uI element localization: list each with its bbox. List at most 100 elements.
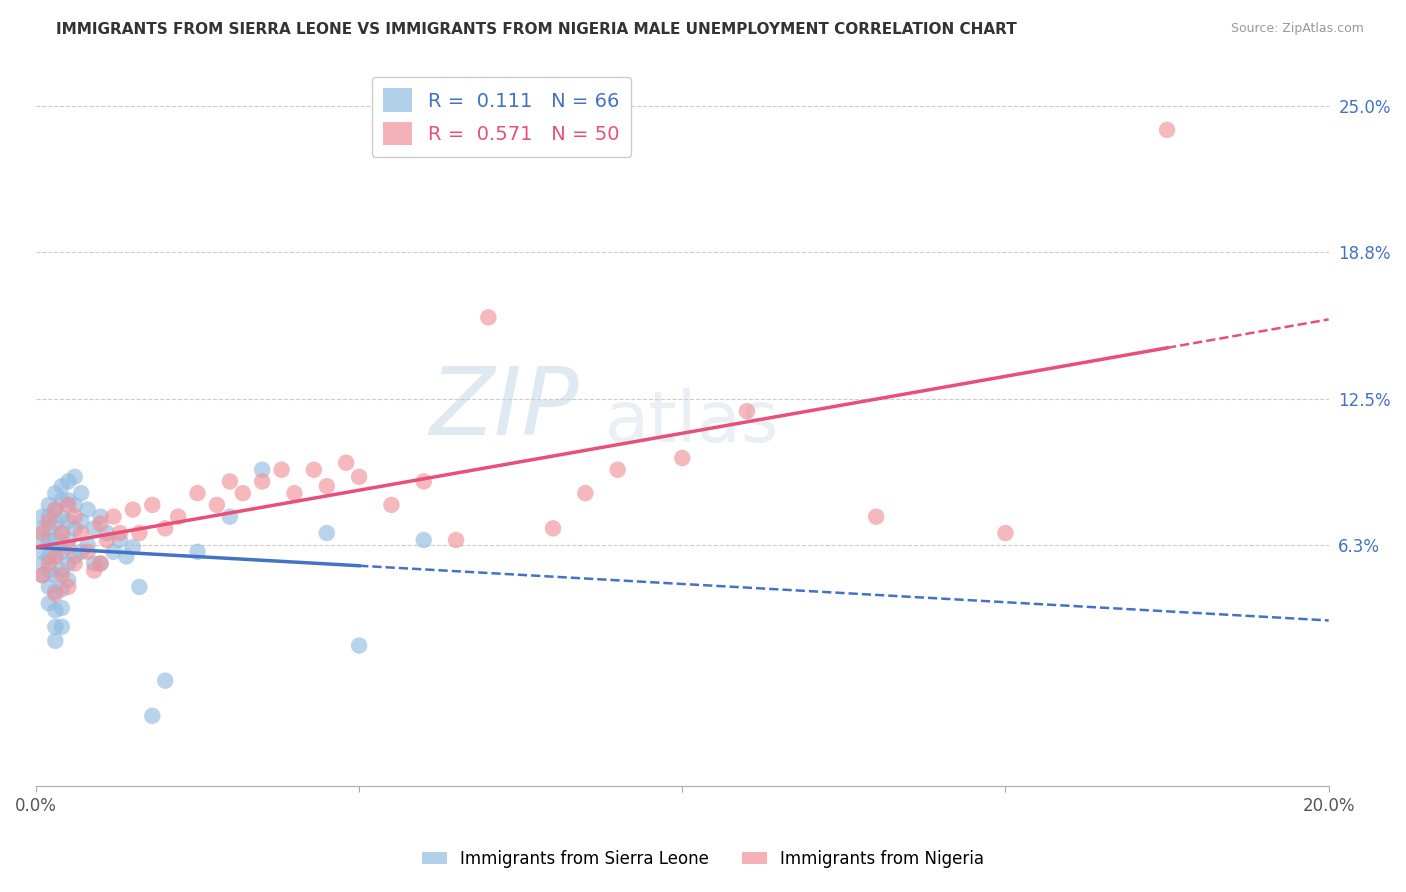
- Point: [122, 502, 145, 516]
- Point: [412, 475, 434, 489]
- Point: [44, 568, 66, 582]
- Point: [51, 601, 73, 615]
- Point: [315, 526, 337, 541]
- Point: [96, 533, 118, 547]
- Point: [155, 521, 177, 535]
- Point: [412, 533, 434, 547]
- Point: [186, 545, 208, 559]
- Point: [283, 486, 305, 500]
- Point: [76, 502, 98, 516]
- Point: [218, 475, 240, 489]
- Point: [250, 463, 273, 477]
- Text: ZIP: ZIP: [429, 363, 579, 454]
- Point: [63, 509, 86, 524]
- Point: [58, 514, 80, 528]
- Point: [671, 450, 693, 465]
- Point: [51, 479, 73, 493]
- Point: [70, 526, 93, 541]
- Point: [31, 526, 53, 541]
- Point: [44, 603, 66, 617]
- Point: [51, 526, 73, 541]
- Point: [31, 557, 53, 571]
- Point: [335, 456, 357, 470]
- Point: [44, 516, 66, 531]
- Point: [51, 545, 73, 559]
- Point: [128, 580, 150, 594]
- Point: [38, 514, 60, 528]
- Point: [90, 557, 112, 571]
- Point: [90, 516, 112, 531]
- Legend: Immigrants from Sierra Leone, Immigrants from Nigeria: Immigrants from Sierra Leone, Immigrants…: [415, 844, 991, 875]
- Point: [83, 564, 105, 578]
- Point: [270, 463, 292, 477]
- Point: [76, 545, 98, 559]
- Point: [58, 557, 80, 571]
- Point: [347, 470, 370, 484]
- Point: [38, 549, 60, 564]
- Point: [58, 493, 80, 508]
- Point: [51, 582, 73, 597]
- Point: [44, 549, 66, 564]
- Point: [44, 502, 66, 516]
- Point: [58, 498, 80, 512]
- Point: [44, 620, 66, 634]
- Legend: R =  0.111   N = 66, R =  0.571   N = 50: R = 0.111 N = 66, R = 0.571 N = 50: [371, 77, 631, 157]
- Point: [51, 526, 73, 541]
- Point: [38, 498, 60, 512]
- Point: [44, 486, 66, 500]
- Point: [218, 509, 240, 524]
- Point: [58, 533, 80, 547]
- Point: [96, 526, 118, 541]
- Point: [186, 486, 208, 500]
- Point: [44, 502, 66, 516]
- Point: [63, 470, 86, 484]
- Point: [44, 549, 66, 564]
- Point: [103, 509, 125, 524]
- Point: [51, 568, 73, 582]
- Point: [51, 493, 73, 508]
- Point: [31, 568, 53, 582]
- Point: [38, 580, 60, 594]
- Point: [141, 498, 163, 512]
- Point: [1156, 123, 1178, 137]
- Point: [83, 557, 105, 571]
- Text: IMMIGRANTS FROM SIERRA LEONE VS IMMIGRANTS FROM NIGERIA MALE UNEMPLOYMENT CORREL: IMMIGRANTS FROM SIERRA LEONE VS IMMIGRAN…: [56, 22, 1017, 37]
- Point: [155, 673, 177, 688]
- Point: [380, 498, 402, 512]
- Point: [51, 620, 73, 634]
- Point: [108, 533, 131, 547]
- Point: [58, 573, 80, 587]
- Point: [38, 596, 60, 610]
- Point: [38, 557, 60, 571]
- Point: [250, 475, 273, 489]
- Point: [44, 587, 66, 601]
- Point: [44, 633, 66, 648]
- Point: [141, 709, 163, 723]
- Text: Source: ZipAtlas.com: Source: ZipAtlas.com: [1230, 22, 1364, 36]
- Point: [44, 533, 66, 547]
- Point: [58, 580, 80, 594]
- Point: [541, 521, 564, 535]
- Point: [167, 509, 190, 524]
- Point: [444, 533, 467, 547]
- Point: [38, 533, 60, 547]
- Point: [315, 479, 337, 493]
- Point: [58, 475, 80, 489]
- Point: [108, 526, 131, 541]
- Point: [735, 404, 758, 418]
- Point: [128, 526, 150, 541]
- Point: [347, 639, 370, 653]
- Point: [302, 463, 325, 477]
- Point: [31, 521, 53, 535]
- Point: [44, 584, 66, 599]
- Point: [477, 310, 499, 325]
- Point: [122, 540, 145, 554]
- Point: [103, 545, 125, 559]
- Point: [51, 564, 73, 578]
- Point: [574, 486, 596, 500]
- Point: [205, 498, 228, 512]
- Point: [38, 564, 60, 578]
- Point: [31, 509, 53, 524]
- Point: [38, 521, 60, 535]
- Point: [70, 514, 93, 528]
